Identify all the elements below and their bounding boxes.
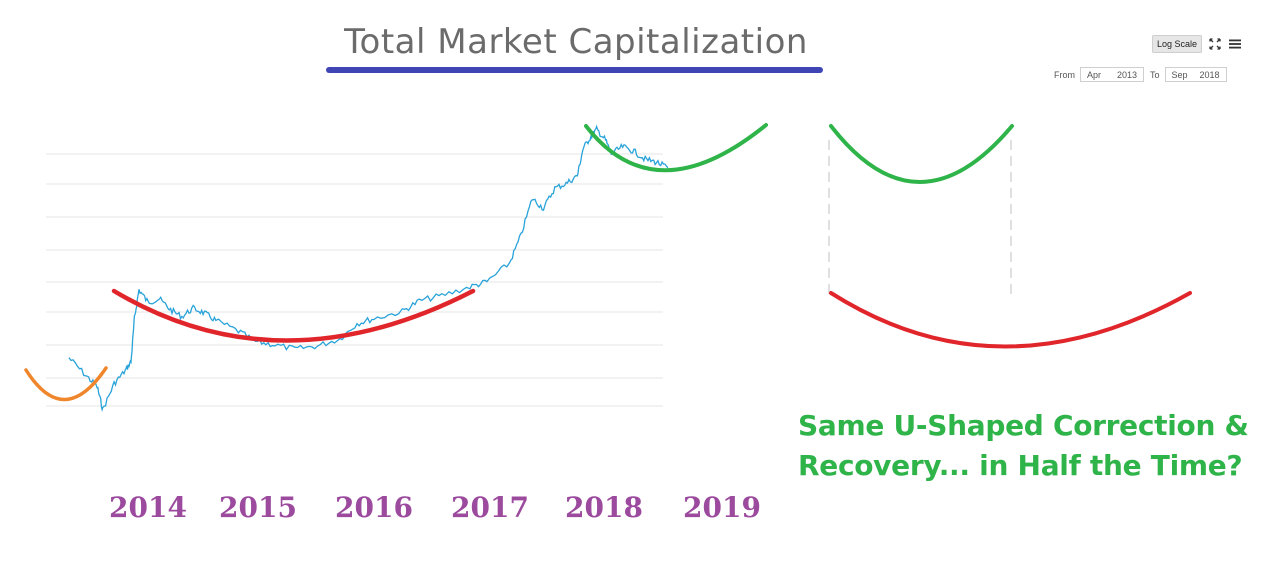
comparison-u-curve-red — [829, 291, 1192, 349]
date-range-selector: From Apr 2013 To Sep 2018 — [1054, 67, 1233, 82]
annotation-caption: Same U-Shaped Correction & Recovery... i… — [798, 406, 1249, 486]
u-curve-2013 — [24, 366, 108, 402]
caption-line-2: Recovery... in Half the Time? — [798, 449, 1243, 482]
log-scale-button[interactable]: Log Scale — [1152, 35, 1203, 53]
menu-icon[interactable] — [1228, 37, 1242, 51]
x-tick-label-2015: 2015 — [219, 491, 297, 524]
caption-line-1: Same U-Shaped Correction & — [798, 409, 1249, 442]
chart-title: Total Market Capitalization — [344, 22, 808, 62]
x-tick-label-2018: 2018 — [565, 491, 643, 524]
from-month: Apr — [1087, 69, 1102, 80]
from-label: From — [1054, 69, 1075, 80]
fullscreen-icon[interactable] — [1208, 37, 1222, 51]
to-date-input[interactable]: Sep 2018 — [1164, 67, 1227, 82]
x-tick-label-2017: 2017 — [451, 491, 529, 524]
to-label: To — [1150, 69, 1160, 80]
u-curve-2014-2017 — [111, 288, 476, 343]
comparison-u-curve-green — [829, 124, 1014, 184]
price-series-line — [68, 124, 669, 413]
to-month: Sep — [1171, 69, 1188, 80]
from-year: 2013 — [1116, 69, 1137, 80]
x-tick-label-2014: 2014 — [109, 491, 187, 524]
title-underline — [326, 67, 823, 73]
to-year: 2018 — [1199, 69, 1220, 80]
gridlines — [46, 153, 663, 407]
x-tick-label-2016: 2016 — [335, 491, 413, 524]
from-date-input[interactable]: Apr 2013 — [1080, 67, 1144, 82]
x-tick-label-2019: 2019 — [683, 491, 761, 524]
x-axis-labels: 2014 2015 2016 2017 2018 2019 — [109, 491, 761, 524]
u-curve-2018 — [584, 123, 768, 173]
chart-toolbar: Log Scale — [1152, 35, 1242, 53]
